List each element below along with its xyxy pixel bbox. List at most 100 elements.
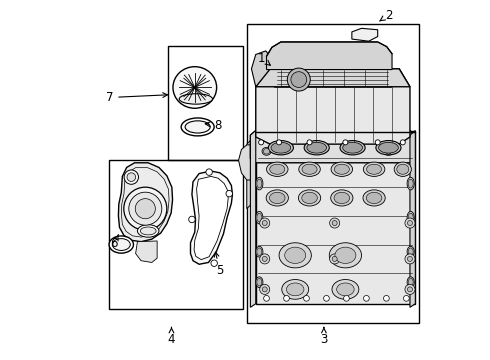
Polygon shape xyxy=(250,131,416,163)
Ellipse shape xyxy=(257,179,262,188)
Ellipse shape xyxy=(256,177,263,190)
Polygon shape xyxy=(194,176,228,260)
Ellipse shape xyxy=(337,283,354,296)
Polygon shape xyxy=(352,28,378,41)
Circle shape xyxy=(211,260,218,266)
Ellipse shape xyxy=(331,162,353,176)
Ellipse shape xyxy=(379,142,398,153)
Ellipse shape xyxy=(181,118,214,136)
Ellipse shape xyxy=(302,192,318,203)
Ellipse shape xyxy=(334,164,349,174)
Ellipse shape xyxy=(269,140,294,155)
Ellipse shape xyxy=(394,162,412,176)
Polygon shape xyxy=(119,163,172,242)
Ellipse shape xyxy=(408,179,413,188)
Circle shape xyxy=(284,296,290,301)
Ellipse shape xyxy=(363,190,385,206)
Ellipse shape xyxy=(332,279,359,299)
Ellipse shape xyxy=(109,236,133,253)
Circle shape xyxy=(287,68,310,91)
Circle shape xyxy=(408,287,413,292)
Ellipse shape xyxy=(304,140,329,155)
Ellipse shape xyxy=(407,277,414,288)
Ellipse shape xyxy=(256,277,263,288)
Circle shape xyxy=(332,221,337,226)
Ellipse shape xyxy=(270,164,285,174)
Ellipse shape xyxy=(376,140,401,155)
Ellipse shape xyxy=(185,121,210,133)
Text: 8: 8 xyxy=(205,119,222,132)
Polygon shape xyxy=(256,69,410,87)
Ellipse shape xyxy=(299,162,320,176)
Circle shape xyxy=(375,140,380,145)
Circle shape xyxy=(129,192,162,225)
Text: 6: 6 xyxy=(110,235,119,250)
Ellipse shape xyxy=(408,213,413,222)
Text: 7: 7 xyxy=(106,91,168,104)
Circle shape xyxy=(259,140,264,145)
Ellipse shape xyxy=(271,142,291,153)
Circle shape xyxy=(400,140,405,145)
Polygon shape xyxy=(247,135,256,209)
Ellipse shape xyxy=(270,192,285,203)
Circle shape xyxy=(330,218,340,228)
Ellipse shape xyxy=(384,147,393,155)
Circle shape xyxy=(408,256,413,261)
Polygon shape xyxy=(250,131,256,307)
Ellipse shape xyxy=(140,227,156,235)
Bar xyxy=(109,160,243,309)
Circle shape xyxy=(405,218,415,228)
Circle shape xyxy=(364,296,369,301)
Circle shape xyxy=(260,284,270,294)
Polygon shape xyxy=(274,69,392,87)
Ellipse shape xyxy=(408,248,413,256)
Ellipse shape xyxy=(408,278,413,286)
Ellipse shape xyxy=(282,279,309,299)
Polygon shape xyxy=(410,131,416,307)
Ellipse shape xyxy=(257,248,262,256)
Circle shape xyxy=(124,187,167,230)
Circle shape xyxy=(226,190,232,197)
Circle shape xyxy=(127,173,136,181)
Ellipse shape xyxy=(287,283,304,296)
Text: 2: 2 xyxy=(380,9,392,22)
Ellipse shape xyxy=(364,162,385,176)
Ellipse shape xyxy=(367,192,382,203)
Circle shape xyxy=(264,296,270,301)
Polygon shape xyxy=(239,145,256,180)
Text: 1: 1 xyxy=(257,51,270,65)
Circle shape xyxy=(262,256,267,261)
Ellipse shape xyxy=(256,211,263,224)
Ellipse shape xyxy=(256,246,263,257)
Ellipse shape xyxy=(137,225,159,237)
Circle shape xyxy=(343,140,348,145)
Ellipse shape xyxy=(343,142,363,153)
Ellipse shape xyxy=(331,190,353,206)
Circle shape xyxy=(262,287,267,292)
Circle shape xyxy=(330,254,340,264)
Ellipse shape xyxy=(407,246,414,257)
Ellipse shape xyxy=(340,140,365,155)
Ellipse shape xyxy=(385,149,392,154)
Circle shape xyxy=(403,296,409,301)
Polygon shape xyxy=(191,171,232,264)
Circle shape xyxy=(124,170,139,184)
Circle shape xyxy=(276,140,282,145)
Circle shape xyxy=(408,221,413,226)
Circle shape xyxy=(262,221,267,226)
Circle shape xyxy=(206,169,212,175)
Ellipse shape xyxy=(335,247,356,264)
Ellipse shape xyxy=(173,67,217,108)
Circle shape xyxy=(384,296,389,301)
Ellipse shape xyxy=(329,243,362,268)
Ellipse shape xyxy=(279,243,311,268)
Ellipse shape xyxy=(302,164,317,174)
Ellipse shape xyxy=(285,247,306,264)
Text: 5: 5 xyxy=(214,252,223,277)
Circle shape xyxy=(405,254,415,264)
Circle shape xyxy=(260,254,270,264)
Circle shape xyxy=(323,296,329,301)
Polygon shape xyxy=(256,69,410,144)
Ellipse shape xyxy=(397,164,409,174)
Ellipse shape xyxy=(112,239,130,251)
